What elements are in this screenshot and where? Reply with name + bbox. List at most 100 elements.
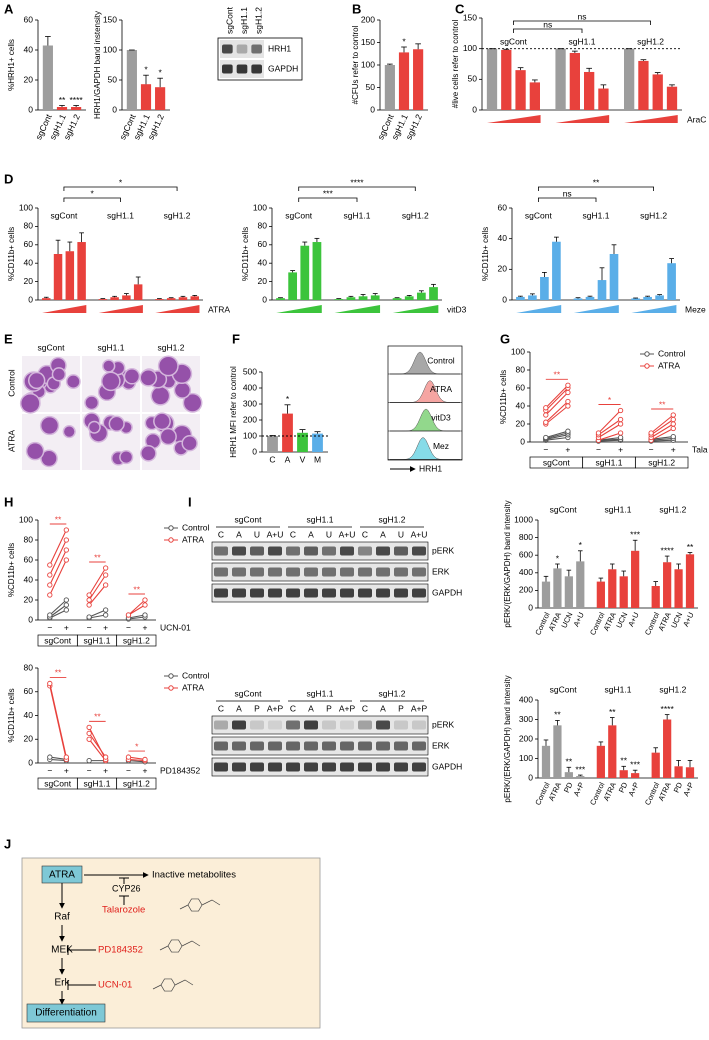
blot-band bbox=[214, 741, 228, 751]
histogram-label: vitD3 bbox=[431, 412, 451, 422]
blot-band bbox=[214, 720, 228, 730]
lane-label: C bbox=[218, 703, 224, 713]
x-tick-label: + bbox=[143, 765, 148, 775]
y-tick-label: 0 bbox=[502, 294, 507, 304]
point bbox=[103, 572, 109, 578]
point bbox=[47, 592, 53, 598]
point bbox=[86, 597, 92, 603]
pair-line bbox=[128, 614, 146, 619]
cell-nucleus bbox=[21, 394, 40, 413]
lane-label: A+U bbox=[411, 529, 428, 539]
point bbox=[63, 754, 69, 760]
blot-band bbox=[412, 741, 426, 751]
cell-nucleus bbox=[53, 368, 65, 381]
bar bbox=[666, 86, 678, 110]
cell-nucleus bbox=[102, 372, 120, 390]
blot-band bbox=[232, 762, 246, 772]
group-label: sgH1.1 bbox=[84, 778, 111, 788]
bar bbox=[300, 245, 310, 300]
blot-band bbox=[268, 741, 282, 751]
y-tick-label: 50 bbox=[108, 74, 118, 84]
y-tick-label: 40 bbox=[498, 233, 508, 243]
x-tick-label: + bbox=[143, 622, 148, 632]
pair-line bbox=[49, 549, 67, 586]
lane-label: sgCont bbox=[224, 6, 234, 34]
legend-label: ATRA bbox=[658, 360, 680, 370]
point bbox=[86, 757, 92, 764]
pair-line bbox=[88, 727, 107, 760]
blot-band bbox=[268, 567, 282, 577]
dose-ramp bbox=[42, 305, 87, 313]
group-label: sgH1.2 bbox=[123, 778, 150, 788]
bar bbox=[42, 45, 53, 110]
bar bbox=[652, 74, 663, 110]
molecule-icon bbox=[179, 899, 221, 910]
bar bbox=[312, 242, 322, 300]
bar bbox=[71, 107, 82, 110]
panel-label: F bbox=[232, 331, 240, 346]
y-tick-label: 150 bbox=[103, 14, 117, 24]
pair-line bbox=[88, 732, 107, 758]
bar bbox=[598, 88, 609, 110]
legend-marker bbox=[644, 351, 650, 357]
significance: ** bbox=[620, 756, 627, 766]
point bbox=[125, 754, 132, 760]
band-label: ERK bbox=[432, 566, 450, 576]
panel-label: E bbox=[4, 331, 13, 346]
bar bbox=[122, 295, 131, 300]
x-tick-label: − bbox=[47, 765, 52, 775]
point bbox=[47, 562, 53, 568]
bar bbox=[685, 554, 695, 608]
row-label: ATRA bbox=[6, 430, 16, 452]
bar bbox=[65, 251, 75, 300]
blot-band bbox=[268, 720, 282, 730]
blot-strip bbox=[211, 562, 429, 582]
blot-band bbox=[268, 762, 282, 772]
significance: * bbox=[158, 67, 162, 77]
y-tick-label: 40 bbox=[24, 710, 34, 720]
x-tick-label: M bbox=[314, 454, 321, 464]
bar bbox=[384, 65, 395, 110]
y-tick-label: 50 bbox=[366, 82, 376, 92]
y-tick-label: 300 bbox=[243, 398, 257, 408]
dose-ramp bbox=[631, 305, 677, 313]
pair-line bbox=[545, 405, 569, 425]
pair-line bbox=[598, 419, 621, 436]
legend-marker bbox=[168, 537, 174, 543]
lane-label: C bbox=[362, 529, 368, 539]
bar bbox=[552, 241, 561, 300]
x-tick-label: − bbox=[126, 765, 131, 775]
blot-band bbox=[250, 588, 264, 598]
pair-line bbox=[88, 584, 107, 606]
x-tick-label: V bbox=[300, 454, 306, 464]
bar bbox=[42, 298, 51, 300]
significance: * bbox=[579, 540, 583, 550]
blot-band bbox=[358, 741, 372, 751]
panel-label: G bbox=[500, 331, 510, 346]
pair-line bbox=[598, 436, 621, 441]
point bbox=[47, 582, 53, 588]
point bbox=[63, 527, 69, 533]
pair-line bbox=[650, 428, 674, 441]
y-tick-label: 40 bbox=[24, 257, 34, 267]
y-tick-label: 0 bbox=[28, 757, 33, 767]
cell-nucleus bbox=[29, 373, 44, 388]
histogram-label: Mez bbox=[433, 441, 449, 451]
blot-band bbox=[340, 720, 354, 730]
group-box bbox=[634, 456, 689, 469]
panel-label: H bbox=[4, 494, 13, 509]
lane-label: U bbox=[398, 529, 404, 539]
band-label: GAPDH bbox=[432, 587, 462, 597]
blot-band bbox=[322, 720, 336, 730]
enzyme-label: CYP26 bbox=[112, 883, 141, 893]
cell-nucleus bbox=[41, 417, 58, 434]
blot-band bbox=[232, 567, 246, 577]
significance: ** bbox=[687, 542, 694, 552]
significance: * bbox=[91, 188, 95, 198]
dose-ramp bbox=[155, 305, 200, 313]
group-label: sgH1.2 bbox=[648, 457, 675, 467]
significance: ns bbox=[578, 11, 587, 21]
y-tick-label: 100 bbox=[463, 43, 477, 53]
group-label: sgH1.1 bbox=[605, 504, 632, 514]
